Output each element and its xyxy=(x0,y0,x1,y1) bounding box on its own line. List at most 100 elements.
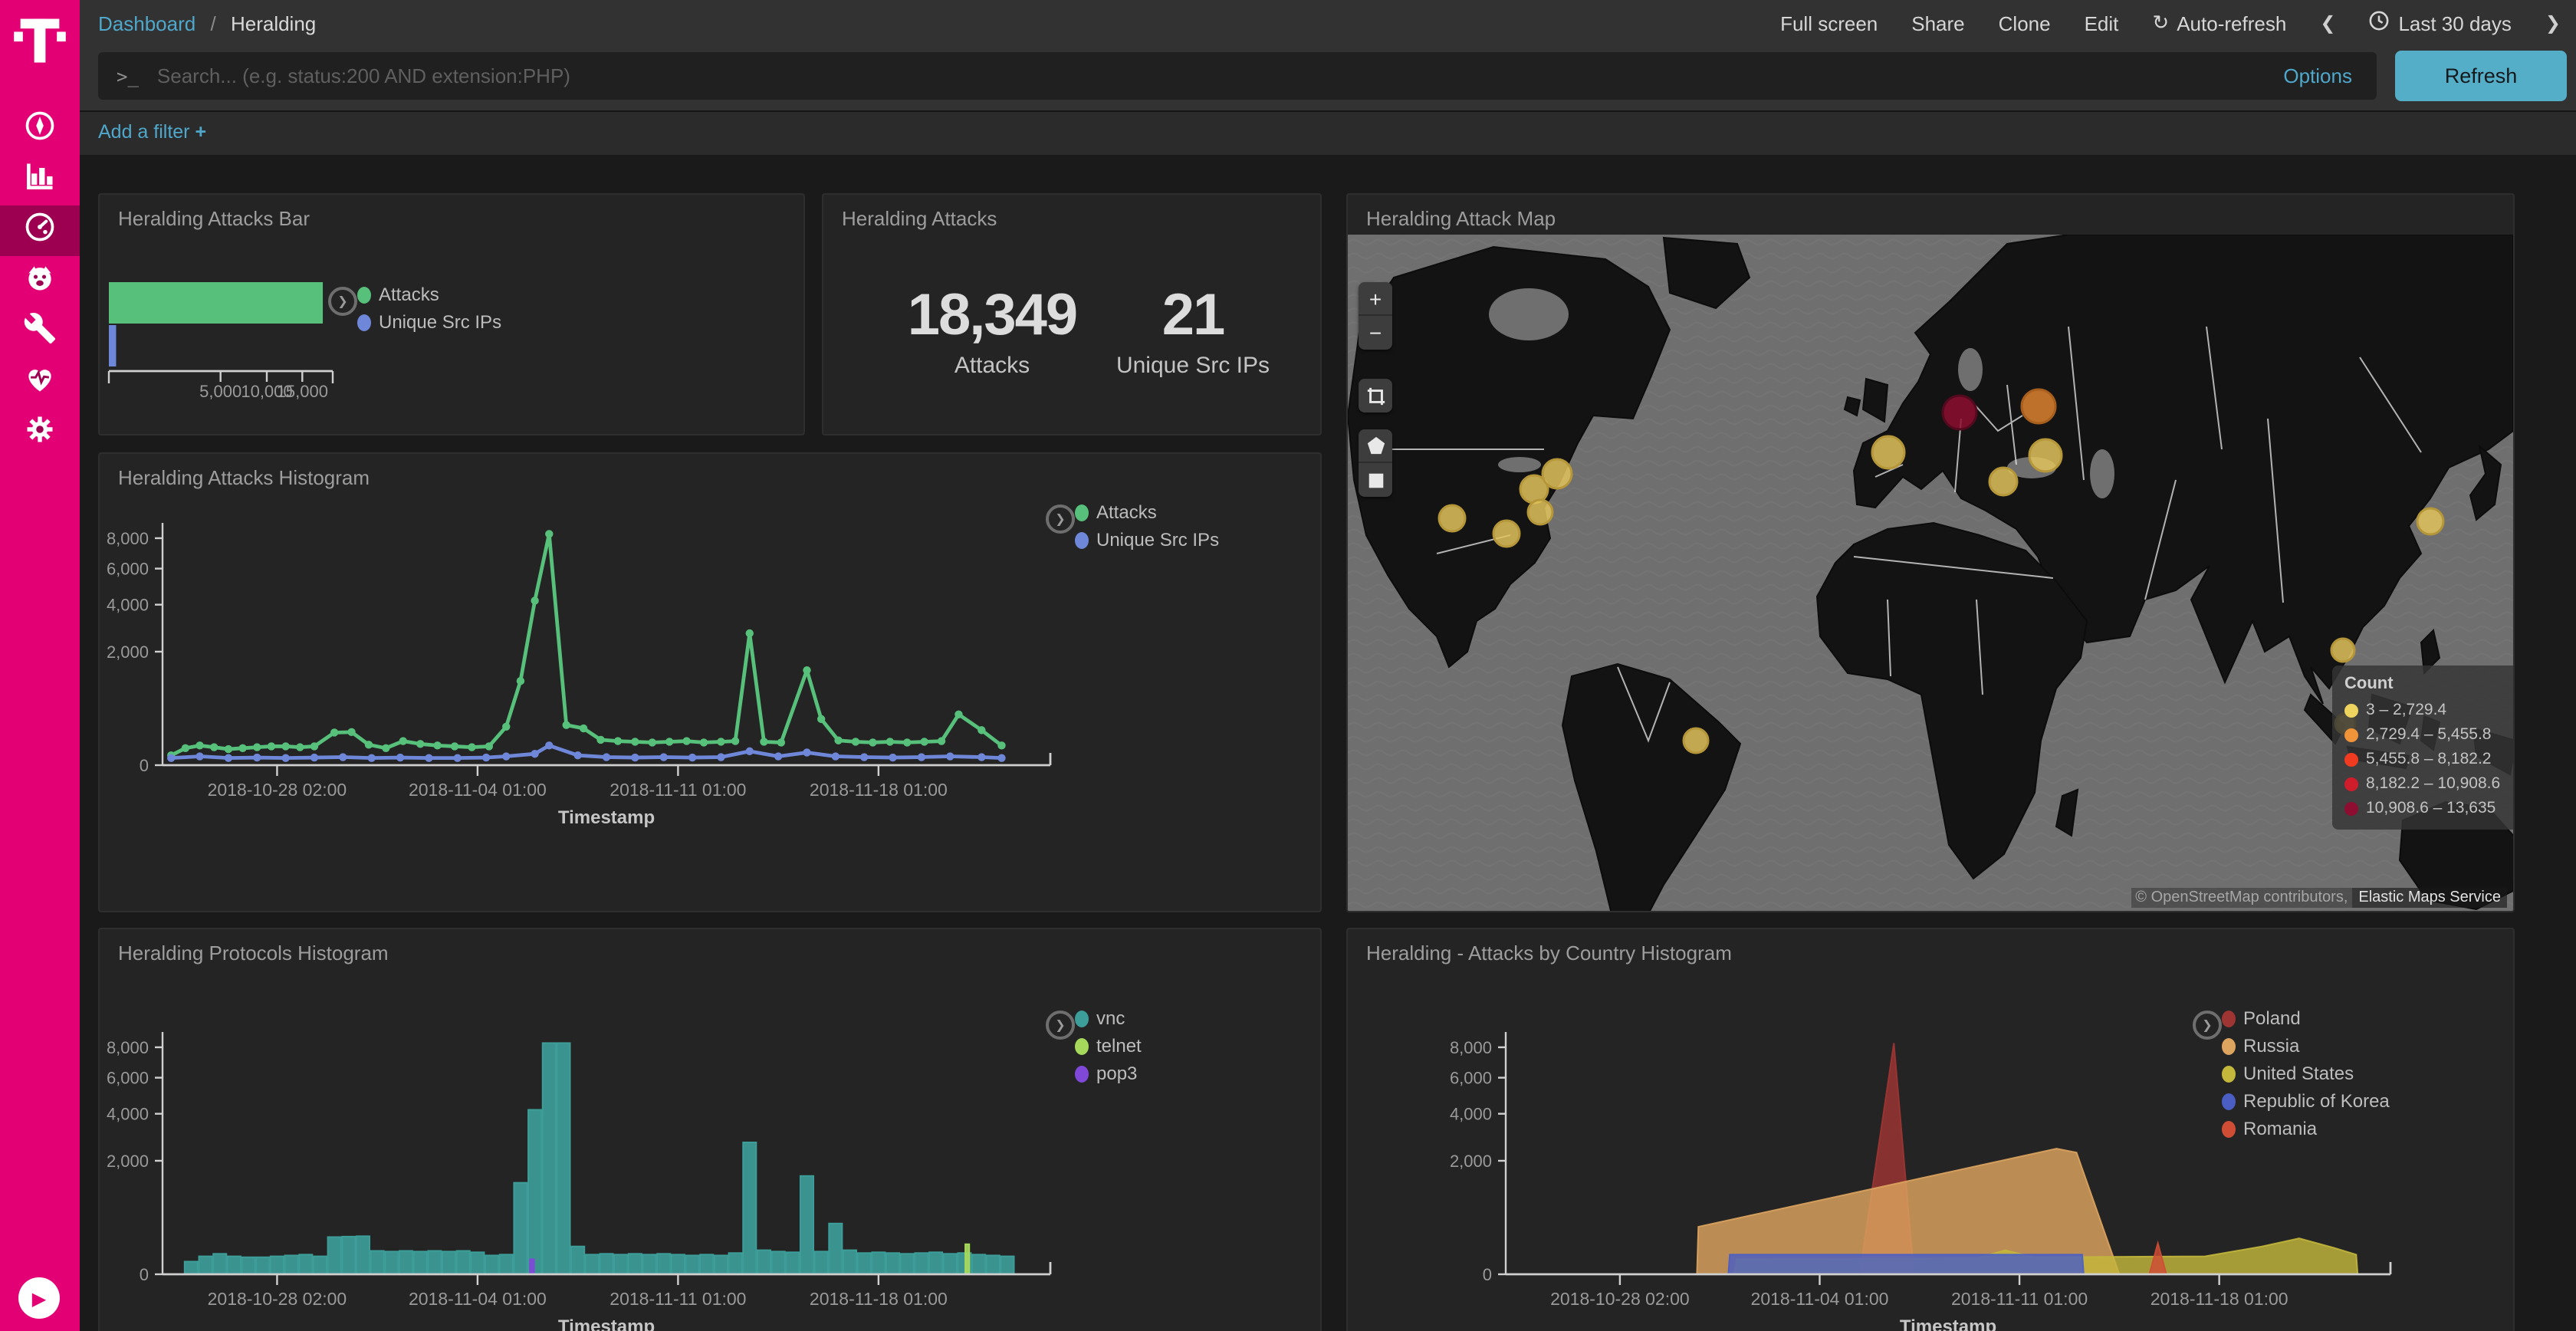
rectangle-select-icon[interactable] xyxy=(1359,463,1392,497)
attack-circle[interactable] xyxy=(1541,458,1573,490)
series-Unique Src IPs[interactable] xyxy=(109,325,117,366)
zoom-in-button[interactable]: + xyxy=(1359,282,1392,316)
legend-item[interactable]: Romania xyxy=(2222,1115,2390,1142)
svg-text:2018-10-28 02:00: 2018-10-28 02:00 xyxy=(208,1289,347,1309)
sidebar-item-discover[interactable] xyxy=(0,104,80,155)
series-pop3[interactable] xyxy=(529,1258,535,1276)
attack-circle[interactable] xyxy=(1526,498,1554,526)
legend-label: 3 – 2,729.4 xyxy=(2366,701,2447,719)
series-Attacks[interactable] xyxy=(167,530,1006,760)
attack-circle[interactable] xyxy=(1682,727,1710,754)
search-input[interactable] xyxy=(153,63,2284,89)
legend-toggle[interactable]: ❯ xyxy=(1046,1011,1075,1040)
legend-item[interactable]: Russia xyxy=(2222,1032,2390,1060)
legend-item[interactable]: United States xyxy=(2222,1060,2390,1087)
fit-bounds-icon[interactable] xyxy=(1359,379,1392,412)
legend-item[interactable]: vnc xyxy=(1075,1004,1142,1032)
gear-icon xyxy=(23,412,57,454)
search-bar: >_ Options Refresh xyxy=(80,46,2576,110)
polygon-select-icon[interactable] xyxy=(1359,429,1392,463)
svg-text:2018-11-18 01:00: 2018-11-18 01:00 xyxy=(810,1289,948,1309)
panel-heralding-attacks-bar: Heralding Attacks Bar 5,000 10,000 15,000 … xyxy=(98,193,805,435)
legend-item[interactable]: Unique Src IPs xyxy=(357,308,501,336)
legend-color-dot xyxy=(2222,1010,2236,1027)
add-filter-link[interactable]: Add a filter + xyxy=(98,121,207,143)
panel-attacks-by-country-histogram: Heralding - Attacks by Country Histogram… xyxy=(1346,928,2515,1331)
panel-title[interactable]: Heralding Protocols Histogram xyxy=(118,942,389,965)
legend-toggle[interactable]: ❯ xyxy=(2193,1011,2222,1040)
legend-toggle[interactable]: ❯ xyxy=(328,287,357,316)
panel-title[interactable]: Heralding Attacks Bar xyxy=(118,207,310,230)
telekom-logo[interactable] xyxy=(11,11,69,69)
sidebar-item-devtools[interactable] xyxy=(0,307,80,357)
osm-attribution[interactable]: © OpenStreetMap contributors, xyxy=(2131,888,2353,908)
attack-circle[interactable] xyxy=(1438,504,1467,533)
legend-item[interactable]: pop3 xyxy=(1075,1060,1142,1087)
series-vnc[interactable] xyxy=(183,1042,1015,1276)
auto-refresh-button[interactable]: ↻ Auto-refresh xyxy=(2152,11,2287,35)
options-link[interactable]: Options xyxy=(2283,64,2352,87)
sidebar-item-dashboard[interactable] xyxy=(0,205,80,256)
x-axis: 2018-10-28 02:00 2018-11-04 01:00 2018-11-… xyxy=(163,753,1052,828)
series-telnet[interactable] xyxy=(964,1243,971,1275)
legend-toggle[interactable]: ❯ xyxy=(1046,504,1075,534)
clone-button[interactable]: Clone xyxy=(1998,12,2051,35)
legend-item[interactable]: 10,908.6 – 13,635 xyxy=(2344,796,2513,820)
panel-title[interactable]: Heralding - Attacks by Country Histogram xyxy=(1366,942,1732,965)
attack-circle[interactable] xyxy=(1871,435,1906,470)
legend-item[interactable]: 3 – 2,729.4 xyxy=(2344,698,2513,722)
legend-item[interactable]: Attacks xyxy=(357,281,501,308)
svg-text:0: 0 xyxy=(140,756,149,775)
attack-circle[interactable] xyxy=(1941,394,1978,431)
series-Unique Src IPs[interactable] xyxy=(167,741,1006,762)
legend-item[interactable]: Republic of Korea xyxy=(2222,1087,2390,1115)
attack-circle[interactable] xyxy=(2020,388,2057,425)
attack-circle[interactable] xyxy=(2028,438,2063,473)
chart-legend: Attacks Unique Src IPs xyxy=(357,281,501,336)
time-back-button[interactable]: ❮ xyxy=(2320,12,2336,34)
sidebar-collapse-button[interactable]: ▶ xyxy=(18,1277,60,1319)
sidebar-item-timelion[interactable] xyxy=(0,256,80,307)
legend-color-dot xyxy=(2344,728,2358,741)
series xyxy=(183,1042,1015,1276)
attack-circle[interactable] xyxy=(2416,507,2445,536)
sidebar-item-visualize[interactable] xyxy=(0,155,80,205)
legend-item[interactable]: 5,455.8 – 8,182.2 xyxy=(2344,747,2513,771)
sidebar-item-management[interactable] xyxy=(0,408,80,458)
legend-item[interactable]: 8,182.2 – 10,908.6 xyxy=(2344,771,2513,796)
legend-item[interactable]: Poland xyxy=(2222,1004,2390,1032)
legend-item[interactable]: 2,729.4 – 5,455.8 xyxy=(2344,722,2513,747)
attack-circle[interactable] xyxy=(2330,637,2356,663)
gauge-icon xyxy=(23,210,57,251)
zoom-out-button[interactable]: − xyxy=(1368,320,1382,345)
edit-button[interactable]: Edit xyxy=(2084,12,2119,35)
attack-map[interactable]: + − Count 3 – 2,729.4 2,729.4 – 5,455.8 5,… xyxy=(1348,235,2513,911)
legend-color-dot xyxy=(2344,703,2358,717)
y-axis: 0 2,000 4,000 6,000 8,000 xyxy=(107,522,164,775)
legend-label: telnet xyxy=(1096,1035,1142,1057)
legend-item[interactable]: telnet xyxy=(1075,1032,1142,1060)
time-forward-button[interactable]: ❯ xyxy=(2545,12,2561,34)
refresh-button[interactable]: Refresh xyxy=(2395,51,2567,101)
metric-value: 18,349 xyxy=(907,284,1078,348)
fullscreen-button[interactable]: Full screen xyxy=(1780,12,1878,35)
breadcrumb-dashboard-link[interactable]: Dashboard xyxy=(98,12,196,35)
legend-item[interactable]: Unique Src IPs xyxy=(1075,526,1219,554)
elastic-maps-attribution[interactable]: Elastic Maps Service xyxy=(2352,888,2507,908)
attack-circle[interactable] xyxy=(1492,519,1521,548)
attack-circle[interactable] xyxy=(1988,466,2019,497)
legend-item[interactable]: Attacks xyxy=(1075,498,1219,526)
panel-title[interactable]: Heralding Attacks xyxy=(842,207,997,230)
heartbeat-icon xyxy=(23,362,57,403)
share-button[interactable]: Share xyxy=(1911,12,1965,35)
series-Attacks[interactable] xyxy=(109,282,324,324)
chart-legend: Poland Russia United States Republic of Kor… xyxy=(2222,1004,2390,1142)
panel-title[interactable]: Heralding Attack Map xyxy=(1366,207,1556,230)
time-range-picker[interactable]: Last 30 days xyxy=(2369,11,2512,35)
chart-legend: vnc telnet pop3 xyxy=(1075,1004,1142,1087)
series-Republic of Korea[interactable] xyxy=(1727,1254,2085,1275)
panel-title[interactable]: Heralding Attacks Histogram xyxy=(118,466,370,489)
legend-label: Attacks xyxy=(1096,501,1157,523)
sidebar-item-monitoring[interactable] xyxy=(0,357,80,408)
legend-color-dot xyxy=(2344,777,2358,790)
